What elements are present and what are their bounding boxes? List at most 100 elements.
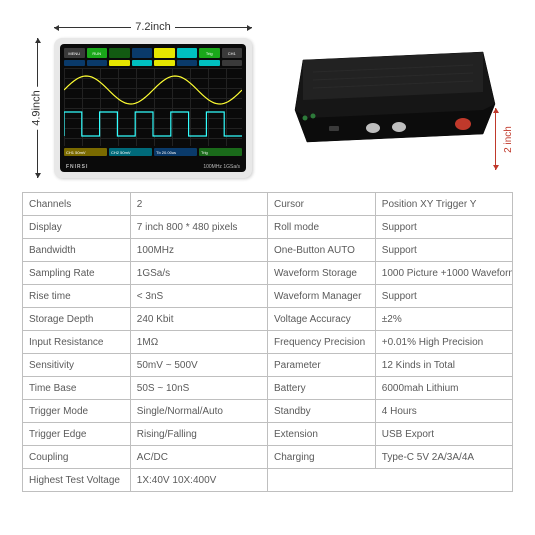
spec-label: Roll mode — [267, 216, 375, 239]
spec-label: Rise time — [23, 285, 131, 308]
spec-value: 4 Hours — [375, 400, 512, 423]
spec-value: 1X:40V 10X:400V — [130, 469, 267, 492]
spec-label: Highest Test Voltage — [23, 469, 131, 492]
depth-dimension: 2 inch — [489, 108, 519, 170]
spec-label: Sampling Rate — [23, 262, 131, 285]
spec-value: 12 Kinds in Total — [375, 354, 512, 377]
screen-sub-indicator — [154, 60, 175, 66]
screen-menu-row2 — [64, 60, 242, 66]
screen-sub-indicator — [87, 60, 108, 66]
screen-status: CH1 50mV — [64, 148, 107, 156]
spec-label: Voltage Accuracy — [267, 308, 375, 331]
screen-menu-row: MENURUNTrigCH1 — [64, 48, 242, 58]
device-front-container: 7.2inch 4.9inch MENURUNTrigCH1 CH1 50mVC… — [22, 18, 252, 178]
spec-value: +0.01% High Precision — [375, 331, 512, 354]
depth-label: 2 inch — [503, 126, 514, 153]
spec-row: Time Base50S ~ 10nSBattery6000mah Lithiu… — [23, 377, 513, 400]
spec-label: Storage Depth — [23, 308, 131, 331]
screen-status: CH2 50mV — [109, 148, 152, 156]
screen-brand-row: FNIRSI 100MHz 1GSa/s — [66, 164, 240, 170]
spec-value: < 3nS — [130, 285, 267, 308]
spec-row: Bandwidth100MHzOne-Button AUTOSupport — [23, 239, 513, 262]
spec-label: Charging — [267, 446, 375, 469]
spec-value: Single/Normal/Auto — [130, 400, 267, 423]
screen-sub-indicator — [177, 60, 198, 66]
spec-label: Trigger Mode — [23, 400, 131, 423]
screen-menu-btn: RUN — [87, 48, 108, 58]
spec-label: Channels — [23, 193, 131, 216]
spec-label: One-Button AUTO — [267, 239, 375, 262]
spec-label: Battery — [267, 377, 375, 400]
spec-label: Standby — [267, 400, 375, 423]
spec-label: Parameter — [267, 354, 375, 377]
device-back-container: 2 inch — [272, 18, 513, 178]
screen-menu-btn — [132, 48, 153, 58]
spec-row: Storage Depth240 KbitVoltage Accuracy±2% — [23, 308, 513, 331]
spec-row: CouplingAC/DCChargingType-C 5V 2A/3A/4A — [23, 446, 513, 469]
spec-label: Cursor — [267, 193, 375, 216]
spec-label: Coupling — [23, 446, 131, 469]
product-images-row: 7.2inch 4.9inch MENURUNTrigCH1 CH1 50mVC… — [22, 18, 513, 178]
spec-row: Sensitivity50mV ~ 500VParameter12 Kinds … — [23, 354, 513, 377]
screen-sub-indicator — [132, 60, 153, 66]
screen-menu-btn: CH1 — [222, 48, 243, 58]
width-dimension: 7.2inch — [54, 18, 252, 36]
spec-row: Highest Test Voltage1X:40V 10X:400V — [23, 469, 513, 492]
spec-value: 2 — [130, 193, 267, 216]
oscilloscope-screen: MENURUNTrigCH1 CH1 50mVCH2 50mVTb 20.00u… — [60, 44, 246, 172]
waveform-grid — [64, 68, 242, 146]
spec-label: Frequency Precision — [267, 331, 375, 354]
spec-label — [267, 469, 512, 492]
spec-value: Type-C 5V 2A/3A/4A — [375, 446, 512, 469]
screen-status-row: CH1 50mVCH2 50mVTb 20.00usTrig — [64, 148, 242, 156]
spec-label: Time Base — [23, 377, 131, 400]
spec-row: Input Resistance1MΩFrequency Precision+0… — [23, 331, 513, 354]
spec-table: Channels2CursorPosition XY Trigger YDisp… — [22, 192, 513, 492]
width-label: 7.2inch — [131, 21, 174, 33]
height-dimension: 4.9inch — [22, 38, 52, 178]
spec-value: 1MΩ — [130, 331, 267, 354]
spec-value: 100MHz — [130, 239, 267, 262]
spec-row: Channels2CursorPosition XY Trigger Y — [23, 193, 513, 216]
spec-row: Rise time< 3nSWaveform ManagerSupport — [23, 285, 513, 308]
screen-menu-btn — [177, 48, 198, 58]
spec-value: 50S ~ 10nS — [130, 377, 267, 400]
spec-value: Support — [375, 216, 512, 239]
screen-status: Trig — [199, 148, 242, 156]
spec-label: Waveform Storage — [267, 262, 375, 285]
spec-label: Sensitivity — [23, 354, 131, 377]
spec-label: Trigger Edge — [23, 423, 131, 446]
spec-value: Rising/Falling — [130, 423, 267, 446]
spec-label: Input Resistance — [23, 331, 131, 354]
screen-menu-btn — [154, 48, 175, 58]
spec-label: Extension — [267, 423, 375, 446]
spec-value: Support — [375, 239, 512, 262]
spec-value: Position XY Trigger Y — [375, 193, 512, 216]
spec-row: Sampling Rate1GSa/sWaveform Storage1000 … — [23, 262, 513, 285]
height-label: 4.9inch — [31, 86, 43, 129]
spec-value: Support — [375, 285, 512, 308]
spec-label: Waveform Manager — [267, 285, 375, 308]
screen-status: Tb 20.00us — [154, 148, 197, 156]
spec-value: 240 Kbit — [130, 308, 267, 331]
square-wave — [64, 68, 242, 146]
spec-value: 1GSa/s — [130, 262, 267, 285]
spec-value: 7 inch 800 * 480 pixels — [130, 216, 267, 239]
brand-subtext: 100MHz 1GSa/s — [203, 164, 240, 170]
screen-menu-btn — [109, 48, 130, 58]
spec-label: Display — [23, 216, 131, 239]
spec-value: ±2% — [375, 308, 512, 331]
screen-sub-indicator — [199, 60, 220, 66]
device-front: MENURUNTrigCH1 CH1 50mVCH2 50mVTb 20.00u… — [54, 38, 252, 178]
spec-value: AC/DC — [130, 446, 267, 469]
device-back — [283, 50, 503, 170]
spec-value: 1000 Picture +1000 Waveform — [375, 262, 512, 285]
brand-text: FNIRSI — [66, 164, 88, 170]
screen-sub-indicator — [222, 60, 243, 66]
screen-menu-btn: Trig — [199, 48, 220, 58]
spec-row: Trigger EdgeRising/FallingExtensionUSB E… — [23, 423, 513, 446]
spec-value: USB Export — [375, 423, 512, 446]
spec-row: Display7 inch 800 * 480 pixelsRoll modeS… — [23, 216, 513, 239]
spec-value: 6000mah Lithium — [375, 377, 512, 400]
spec-label: Bandwidth — [23, 239, 131, 262]
